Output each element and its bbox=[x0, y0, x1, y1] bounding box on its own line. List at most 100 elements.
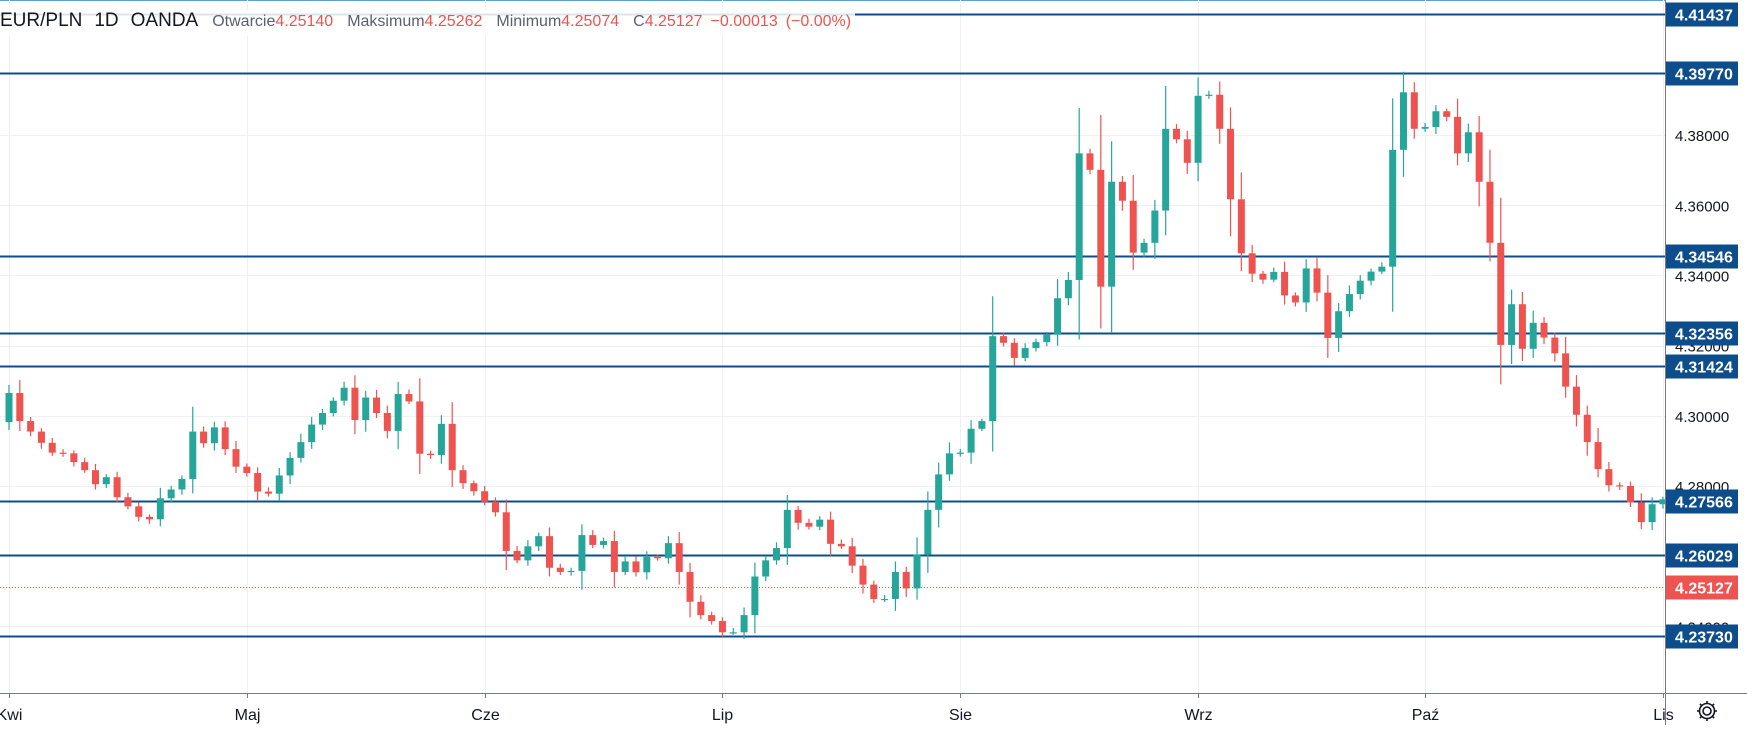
candle[interactable] bbox=[189, 406, 197, 494]
candle[interactable] bbox=[502, 499, 510, 571]
candle[interactable] bbox=[1259, 270, 1267, 284]
candle[interactable] bbox=[1291, 292, 1299, 307]
candle[interactable] bbox=[978, 418, 986, 432]
candle[interactable] bbox=[697, 595, 705, 620]
level-badge[interactable]: 4.31424 bbox=[1666, 354, 1738, 379]
candle[interactable] bbox=[178, 475, 186, 495]
candle[interactable] bbox=[621, 555, 629, 576]
candle[interactable] bbox=[491, 497, 499, 517]
candle[interactable] bbox=[1064, 271, 1072, 306]
candle[interactable] bbox=[740, 607, 748, 639]
candle[interactable] bbox=[146, 514, 154, 524]
candle[interactable] bbox=[1345, 285, 1353, 317]
candle[interactable] bbox=[600, 537, 608, 549]
candle[interactable] bbox=[1129, 174, 1137, 270]
candle[interactable] bbox=[37, 428, 45, 449]
candle[interactable] bbox=[708, 611, 716, 625]
candle[interactable] bbox=[243, 463, 251, 477]
candle[interactable] bbox=[1389, 98, 1397, 312]
candle[interactable] bbox=[1162, 85, 1170, 236]
candle[interactable] bbox=[1140, 238, 1148, 257]
candle[interactable] bbox=[686, 562, 694, 618]
candle[interactable] bbox=[1054, 279, 1062, 346]
candle[interactable] bbox=[1000, 332, 1008, 347]
candle[interactable] bbox=[891, 561, 899, 611]
candle[interactable] bbox=[340, 381, 348, 406]
candle[interactable] bbox=[1151, 199, 1159, 259]
candle[interactable] bbox=[1443, 108, 1451, 122]
candle[interactable] bbox=[1021, 343, 1029, 362]
candle[interactable] bbox=[1032, 338, 1040, 352]
candle[interactable] bbox=[405, 389, 413, 404]
candle[interactable] bbox=[1659, 496, 1667, 509]
candle[interactable] bbox=[989, 296, 997, 452]
candle[interactable] bbox=[1637, 493, 1645, 530]
candle[interactable] bbox=[935, 462, 943, 528]
candle[interactable] bbox=[1594, 427, 1602, 478]
last-price-badge[interactable]: 4.25127 bbox=[1666, 575, 1738, 600]
candle[interactable] bbox=[81, 457, 89, 473]
level-badge[interactable]: 4.41437 bbox=[1666, 2, 1738, 27]
candle[interactable] bbox=[48, 437, 56, 456]
candle[interactable] bbox=[221, 421, 229, 456]
candle[interactable] bbox=[448, 402, 456, 487]
candle[interactable] bbox=[275, 467, 283, 502]
price-axis[interactable]: 4.300004.340004.360004.380004.320004.280… bbox=[1665, 0, 1747, 725]
candle[interactable] bbox=[135, 502, 143, 522]
candle[interactable] bbox=[470, 480, 478, 496]
candle[interactable] bbox=[1529, 310, 1537, 359]
candle[interactable] bbox=[1562, 336, 1570, 398]
candle[interactable] bbox=[416, 378, 424, 474]
candle[interactable] bbox=[286, 452, 294, 485]
candle[interactable] bbox=[1216, 81, 1224, 144]
gear-icon[interactable] bbox=[1694, 698, 1720, 724]
candle[interactable] bbox=[1508, 289, 1516, 365]
level-badge[interactable]: 4.27566 bbox=[1666, 489, 1738, 514]
level-badge[interactable]: 4.23730 bbox=[1666, 624, 1738, 649]
candle[interactable] bbox=[1648, 497, 1656, 531]
candle[interactable] bbox=[643, 551, 651, 580]
candle[interactable] bbox=[1475, 115, 1483, 207]
candle[interactable] bbox=[1227, 107, 1235, 237]
candle[interactable] bbox=[664, 536, 672, 564]
interval-label[interactable]: 1D bbox=[94, 10, 119, 31]
candle[interactable] bbox=[5, 384, 13, 431]
candle[interactable] bbox=[329, 397, 337, 417]
level-badge[interactable]: 4.39770 bbox=[1666, 61, 1738, 86]
candle[interactable] bbox=[254, 467, 262, 502]
candle[interactable] bbox=[783, 495, 791, 565]
candle[interactable] bbox=[1194, 77, 1202, 182]
candle[interactable] bbox=[1432, 105, 1440, 134]
candle[interactable] bbox=[91, 463, 99, 490]
level-badge[interactable]: 4.34546 bbox=[1666, 244, 1738, 269]
candle[interactable] bbox=[1464, 123, 1472, 163]
candle[interactable] bbox=[362, 390, 370, 432]
candle[interactable] bbox=[318, 408, 326, 431]
candle[interactable] bbox=[924, 491, 932, 573]
candle[interactable] bbox=[1118, 176, 1126, 211]
candle[interactable] bbox=[308, 416, 316, 449]
candle[interactable] bbox=[546, 527, 553, 577]
candle[interactable] bbox=[210, 421, 218, 451]
candle[interactable] bbox=[1108, 141, 1116, 334]
candle[interactable] bbox=[1605, 462, 1613, 492]
candle[interactable] bbox=[264, 487, 272, 497]
candle[interactable] bbox=[837, 539, 845, 549]
candle[interactable] bbox=[945, 442, 953, 481]
candle[interactable] bbox=[124, 492, 132, 510]
candle[interactable] bbox=[1010, 338, 1018, 366]
candle[interactable] bbox=[513, 545, 521, 564]
candle[interactable] bbox=[1410, 82, 1418, 139]
candle[interactable] bbox=[589, 530, 597, 549]
candle[interactable] bbox=[1421, 123, 1429, 132]
candle[interactable] bbox=[827, 511, 835, 556]
candle[interactable] bbox=[351, 375, 359, 435]
candle[interactable] bbox=[394, 381, 402, 450]
candle[interactable] bbox=[373, 389, 381, 419]
candle[interactable] bbox=[437, 415, 445, 464]
candle[interactable] bbox=[773, 542, 781, 565]
candle[interactable] bbox=[567, 567, 575, 576]
candle[interactable] bbox=[481, 486, 489, 506]
